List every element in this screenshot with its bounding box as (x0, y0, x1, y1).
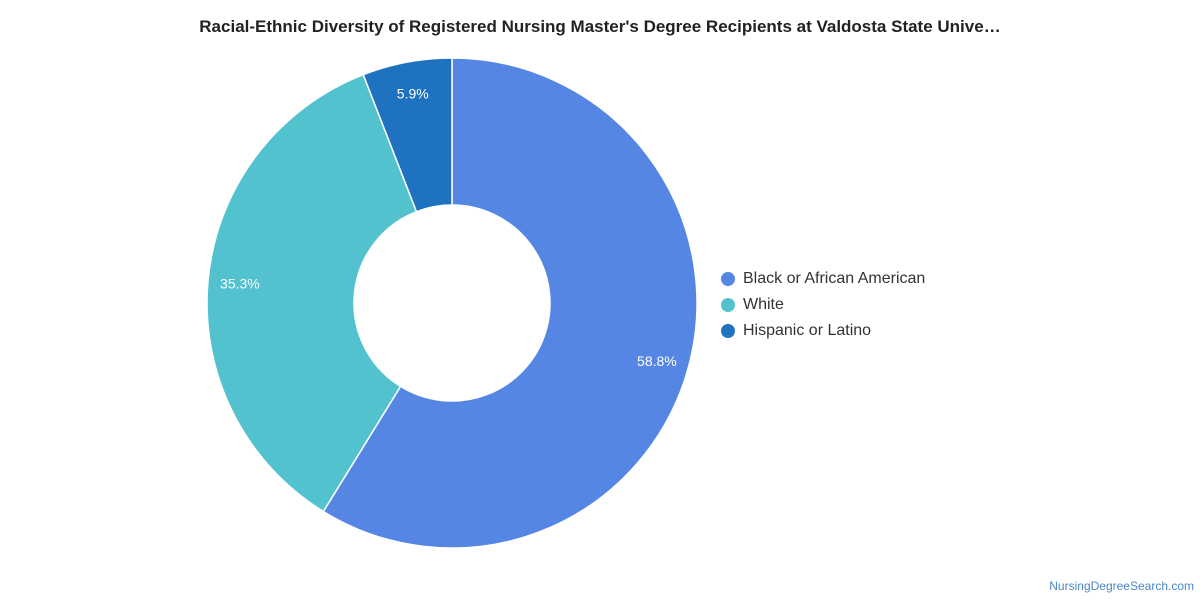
legend-swatch-icon (721, 298, 735, 312)
legend-item-white[interactable]: White (721, 292, 925, 318)
chart-legend: Black or African American White Hispanic o… (721, 266, 925, 344)
chart-title: Racial-Ethnic Diversity of Registered Nu… (199, 17, 1001, 36)
legend-label: Black or African American (743, 270, 926, 287)
legend-item-black-or-african-american[interactable]: Black or African American (721, 266, 925, 292)
slice-label-hispanic-or-latino: 5.9% (397, 86, 429, 102)
slice-black-or-african-american[interactable] (322, 57, 698, 549)
legend-swatch-icon (721, 324, 735, 338)
slice-label-white: 35.3% (220, 276, 260, 292)
slice-label-black-or-african-american: 58.8% (637, 353, 677, 369)
slice-white[interactable] (206, 73, 418, 513)
legend-label: White (743, 296, 784, 313)
source-credit[interactable]: NursingDegreeSearch.com (1049, 579, 1194, 593)
slice-hispanic-or-latino[interactable] (362, 57, 453, 213)
legend-label: Hispanic or Latino (743, 322, 872, 339)
legend-item-hispanic-or-latino[interactable]: Hispanic or Latino (721, 318, 925, 344)
legend-swatch-icon (721, 272, 735, 286)
